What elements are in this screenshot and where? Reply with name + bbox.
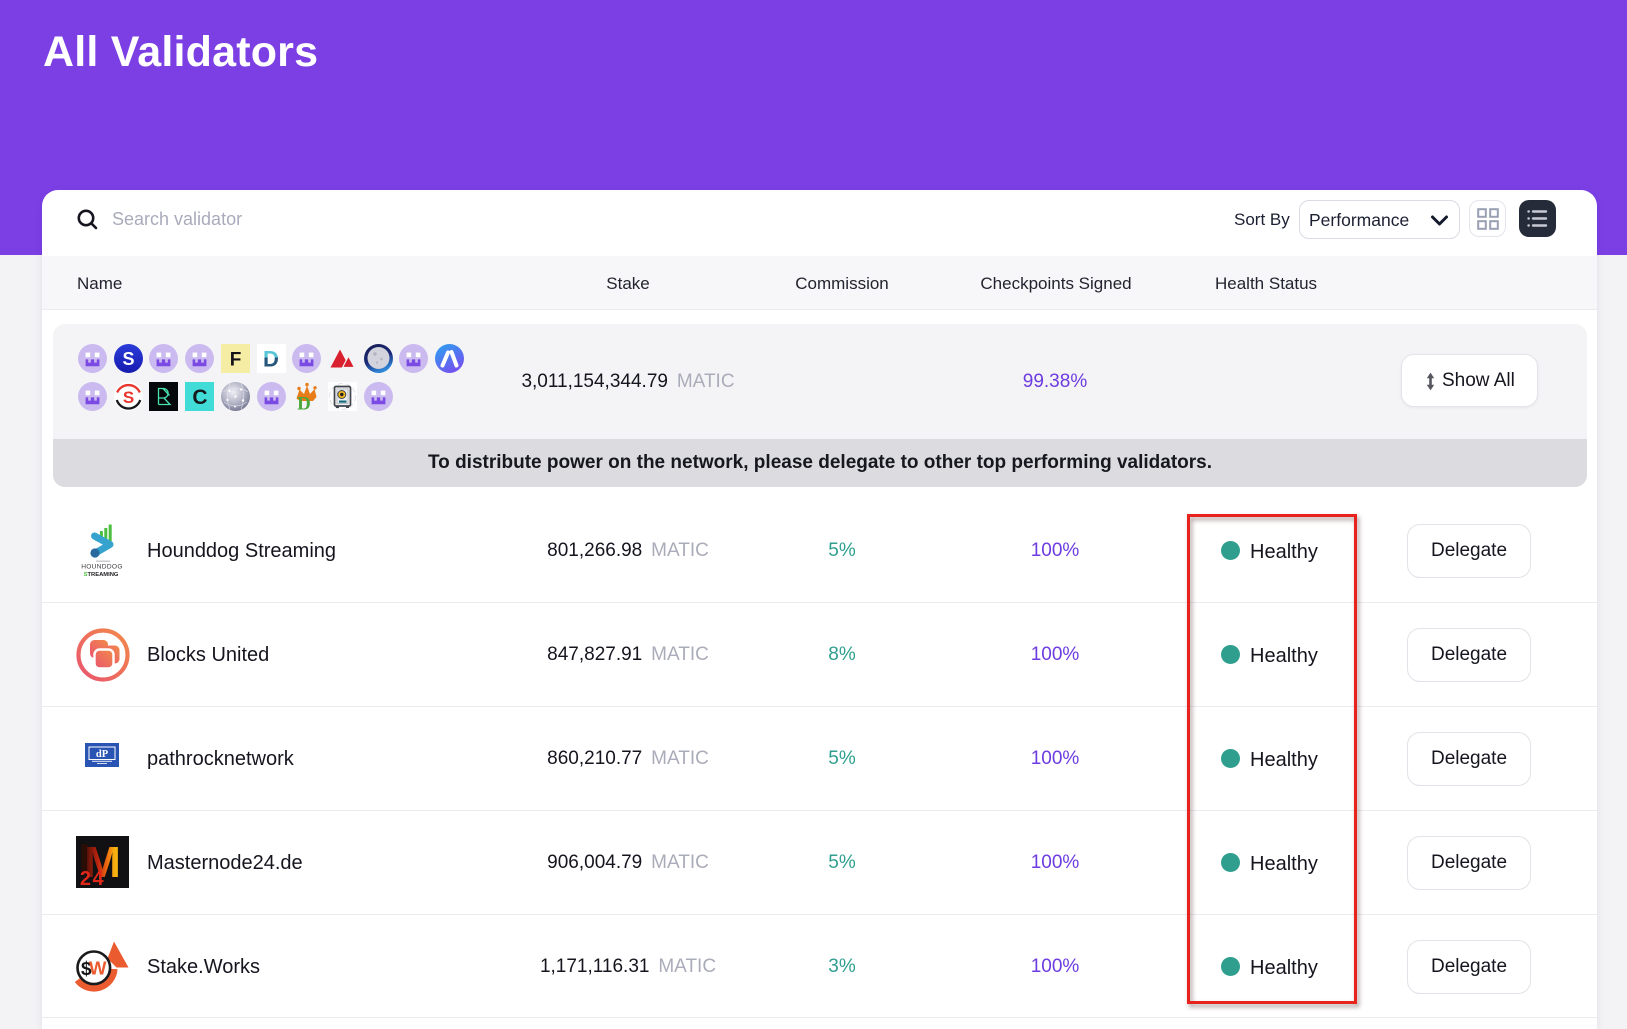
svg-text:24: 24 [80,868,105,888]
svg-text:HOUNDDOG: HOUNDDOG [81,564,123,571]
svg-text:W: W [89,958,107,979]
svg-text:STREAMING: STREAMING [84,572,119,578]
svg-text:M: M [84,838,121,887]
svg-text:dP: dP [96,749,109,760]
svg-text:$: $ [81,959,92,980]
